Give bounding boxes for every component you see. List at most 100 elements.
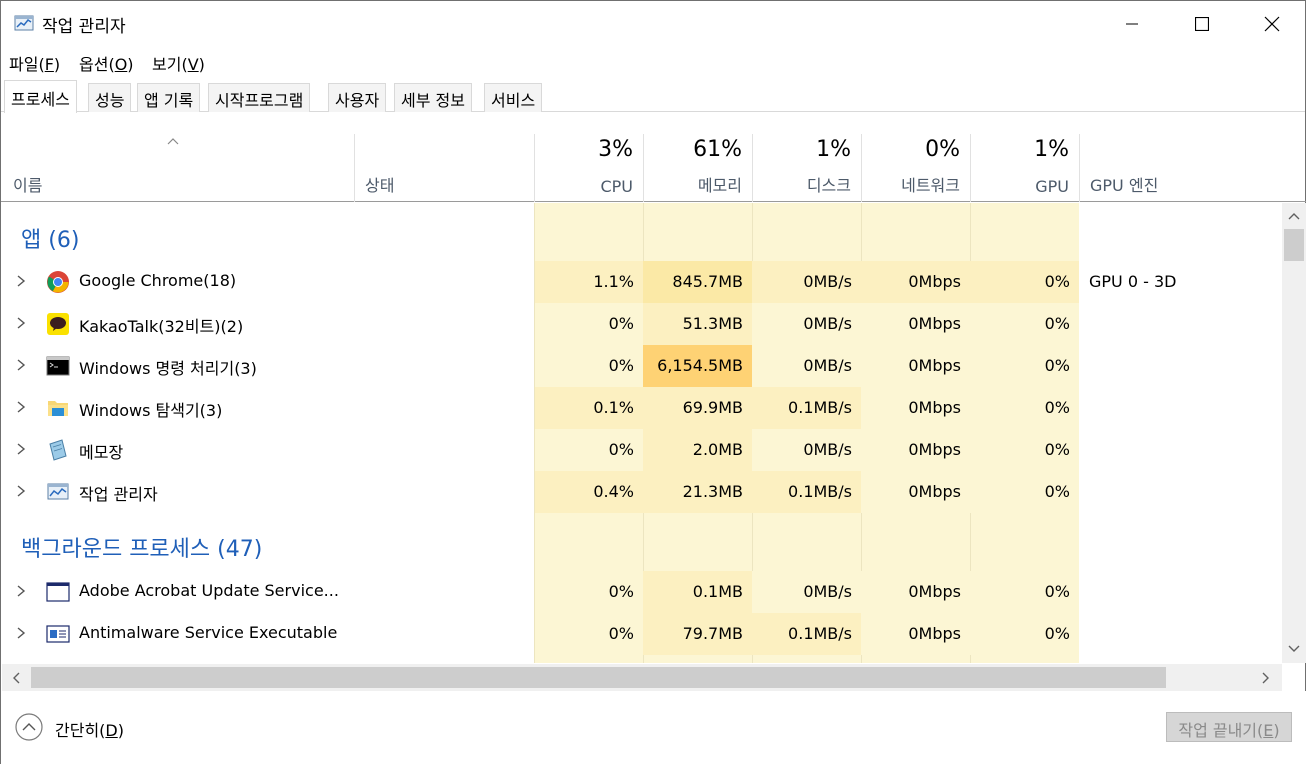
gpu-engine-cell <box>1079 471 1279 513</box>
process-row-adobe-update[interactable]: Adobe Acrobat Update Service... 0% 0.1MB… <box>1 571 1281 613</box>
maximize-icon <box>1195 17 1209 31</box>
tab-startup[interactable]: 시작프로그램 <box>208 83 311 112</box>
header-memory-percent: 61% <box>693 137 742 162</box>
memory-cell: 79.7MB <box>643 613 752 655</box>
fewer-details-label: 간단히( <box>55 721 106 740</box>
horizontal-scrollbar[interactable] <box>2 664 1282 691</box>
header-network[interactable]: 0% 네트워크 <box>861 134 970 202</box>
service-icon <box>46 625 70 643</box>
minimize-icon <box>1126 23 1138 25</box>
end-task-button[interactable]: 작업 끝내기(E) <box>1166 712 1292 742</box>
scroll-left-icon[interactable] <box>11 671 21 685</box>
chevron-right-icon[interactable] <box>15 400 27 414</box>
process-row-explorer[interactable]: Windows 탐색기(3) 0.1% 69.9MB 0.1MB/s 0Mbps… <box>1 387 1281 429</box>
header-gpu-percent: 1% <box>1034 137 1069 162</box>
header-name-label: 이름 <box>13 176 43 195</box>
memory-cell: 51.3MB <box>643 303 752 345</box>
minimize-button[interactable] <box>1097 1 1167 47</box>
gpu-cell: 0% <box>970 387 1079 429</box>
task-manager-icon <box>14 15 34 31</box>
header-status[interactable]: 상태 <box>354 134 534 202</box>
gpu-engine-cell: GPU 0 - 3D <box>1089 272 1177 291</box>
taskmgr-icon <box>47 483 69 500</box>
header-gpu[interactable]: 1% GPU <box>970 134 1079 202</box>
process-row-antimalware[interactable]: Antimalware Service Executable 0% 79.7MB… <box>1 613 1281 655</box>
fewer-details-button[interactable]: 간단히(D) <box>55 717 124 741</box>
menu-file-label: 파일( <box>9 55 45 74</box>
gpu-engine-cell <box>1079 613 1279 655</box>
header-gpu-engine[interactable]: GPU 엔진 <box>1079 134 1279 202</box>
process-name: 작업 관리자 <box>79 485 158 504</box>
fewer-details-accel: D <box>105 721 118 740</box>
menu-view-accel: V <box>187 55 199 74</box>
column-header: 이름 상태 3% CPU 61% 메모리 1% 디스크 0% 네트워크 1% G… <box>1 112 1306 202</box>
kakaotalk-icon <box>47 313 69 335</box>
disk-cell: 0MB/s <box>752 261 861 303</box>
scroll-down-icon[interactable] <box>1287 644 1301 654</box>
menu-options[interactable]: 옵션(O) <box>79 51 134 75</box>
cpu-cell: 0% <box>535 429 643 471</box>
chevron-right-icon[interactable] <box>15 358 27 372</box>
gpu-cell: 0% <box>970 261 1079 303</box>
cpu-cell: 0% <box>535 303 643 345</box>
gpu-engine-cell <box>1079 345 1279 387</box>
tab-details[interactable]: 세부 정보 <box>394 83 472 112</box>
vertical-scroll-thumb[interactable] <box>1284 229 1304 261</box>
header-memory[interactable]: 61% 메모리 <box>643 134 752 202</box>
sort-ascending-icon <box>167 138 179 145</box>
window-icon <box>46 582 70 602</box>
process-row-notepad[interactable]: 메모장 0% 2.0MB 0MB/s 0Mbps 0% <box>1 429 1281 471</box>
gpu-cell: 0% <box>970 471 1079 513</box>
chevron-right-icon[interactable] <box>15 442 27 456</box>
group-apps: 앱 (6) <box>21 228 80 253</box>
scroll-up-icon[interactable] <box>1287 211 1301 221</box>
process-row-cmd[interactable]: Windows 명령 처리기(3) 0% 6,154.5MB 0MB/s 0Mb… <box>1 345 1281 387</box>
menu-options-label: 옵션( <box>79 55 115 74</box>
header-cpu[interactable]: 3% CPU <box>534 134 643 202</box>
group-background: 백그라운드 프로세스 (47) <box>21 537 263 562</box>
chevron-right-icon[interactable] <box>15 274 27 288</box>
tab-processes[interactable]: 프로세스 <box>4 80 77 113</box>
menu-file[interactable]: 파일(F) <box>9 51 60 75</box>
header-name[interactable]: 이름 <box>1 134 354 202</box>
maximize-button[interactable] <box>1167 1 1237 47</box>
close-button[interactable] <box>1237 1 1306 47</box>
chevron-up-circle-icon[interactable] <box>14 712 44 742</box>
header-disk[interactable]: 1% 디스크 <box>752 134 861 202</box>
header-status-label: 상태 <box>365 176 395 195</box>
cmd-icon <box>46 356 70 376</box>
tab-performance[interactable]: 성능 <box>88 83 132 112</box>
network-cell: 0Mbps <box>861 387 970 429</box>
scroll-right-icon[interactable] <box>1261 671 1271 685</box>
chevron-right-icon[interactable] <box>15 316 27 330</box>
chevron-right-icon[interactable] <box>15 484 27 498</box>
tab-services[interactable]: 서비스 <box>484 83 543 112</box>
tab-users[interactable]: 사용자 <box>328 83 387 112</box>
menu-file-accel: F <box>44 55 54 74</box>
explorer-icon <box>48 401 68 416</box>
title-bar: 작업 관리자 <box>1 1 1305 47</box>
menu-file-end: ) <box>53 55 61 74</box>
process-name: Google Chrome(18) <box>79 271 237 290</box>
tab-app-history[interactable]: 앱 기록 <box>137 83 201 112</box>
horizontal-scroll-thumb[interactable] <box>31 667 1166 688</box>
process-row-taskmgr[interactable]: 작업 관리자 0.4% 21.3MB 0.1MB/s 0Mbps 0% <box>1 471 1281 513</box>
process-name: KakaoTalk(32비트)(2) <box>79 317 244 336</box>
menu-view[interactable]: 보기(V) <box>152 51 205 75</box>
chevron-right-icon[interactable] <box>15 584 27 598</box>
process-row-kakaotalk[interactable]: KakaoTalk(32비트)(2) 0% 51.3MB 0MB/s 0Mbps… <box>1 303 1281 345</box>
close-icon <box>1264 16 1280 32</box>
disk-cell: 0.1MB/s <box>752 471 861 513</box>
footer: 간단히(D) 작업 끝내기(E) <box>1 691 1306 764</box>
network-cell: 0Mbps <box>861 471 970 513</box>
vertical-scrollbar[interactable] <box>1282 203 1306 663</box>
chevron-right-icon[interactable] <box>15 626 27 640</box>
cpu-cell: 0% <box>535 613 643 655</box>
gpu-engine-cell <box>1079 571 1279 613</box>
process-row-chrome[interactable]: Google Chrome(18) 1.1% 845.7MB 0MB/s 0Mb… <box>1 261 1281 303</box>
header-disk-label: 디스크 <box>806 176 851 195</box>
menu-view-label: 보기( <box>152 55 188 74</box>
header-cpu-percent: 3% <box>598 137 633 162</box>
process-list: 앱 (6) Google Chrome(18) 1.1% 845.7MB 0MB… <box>1 203 1281 663</box>
header-disk-percent: 1% <box>816 137 851 162</box>
